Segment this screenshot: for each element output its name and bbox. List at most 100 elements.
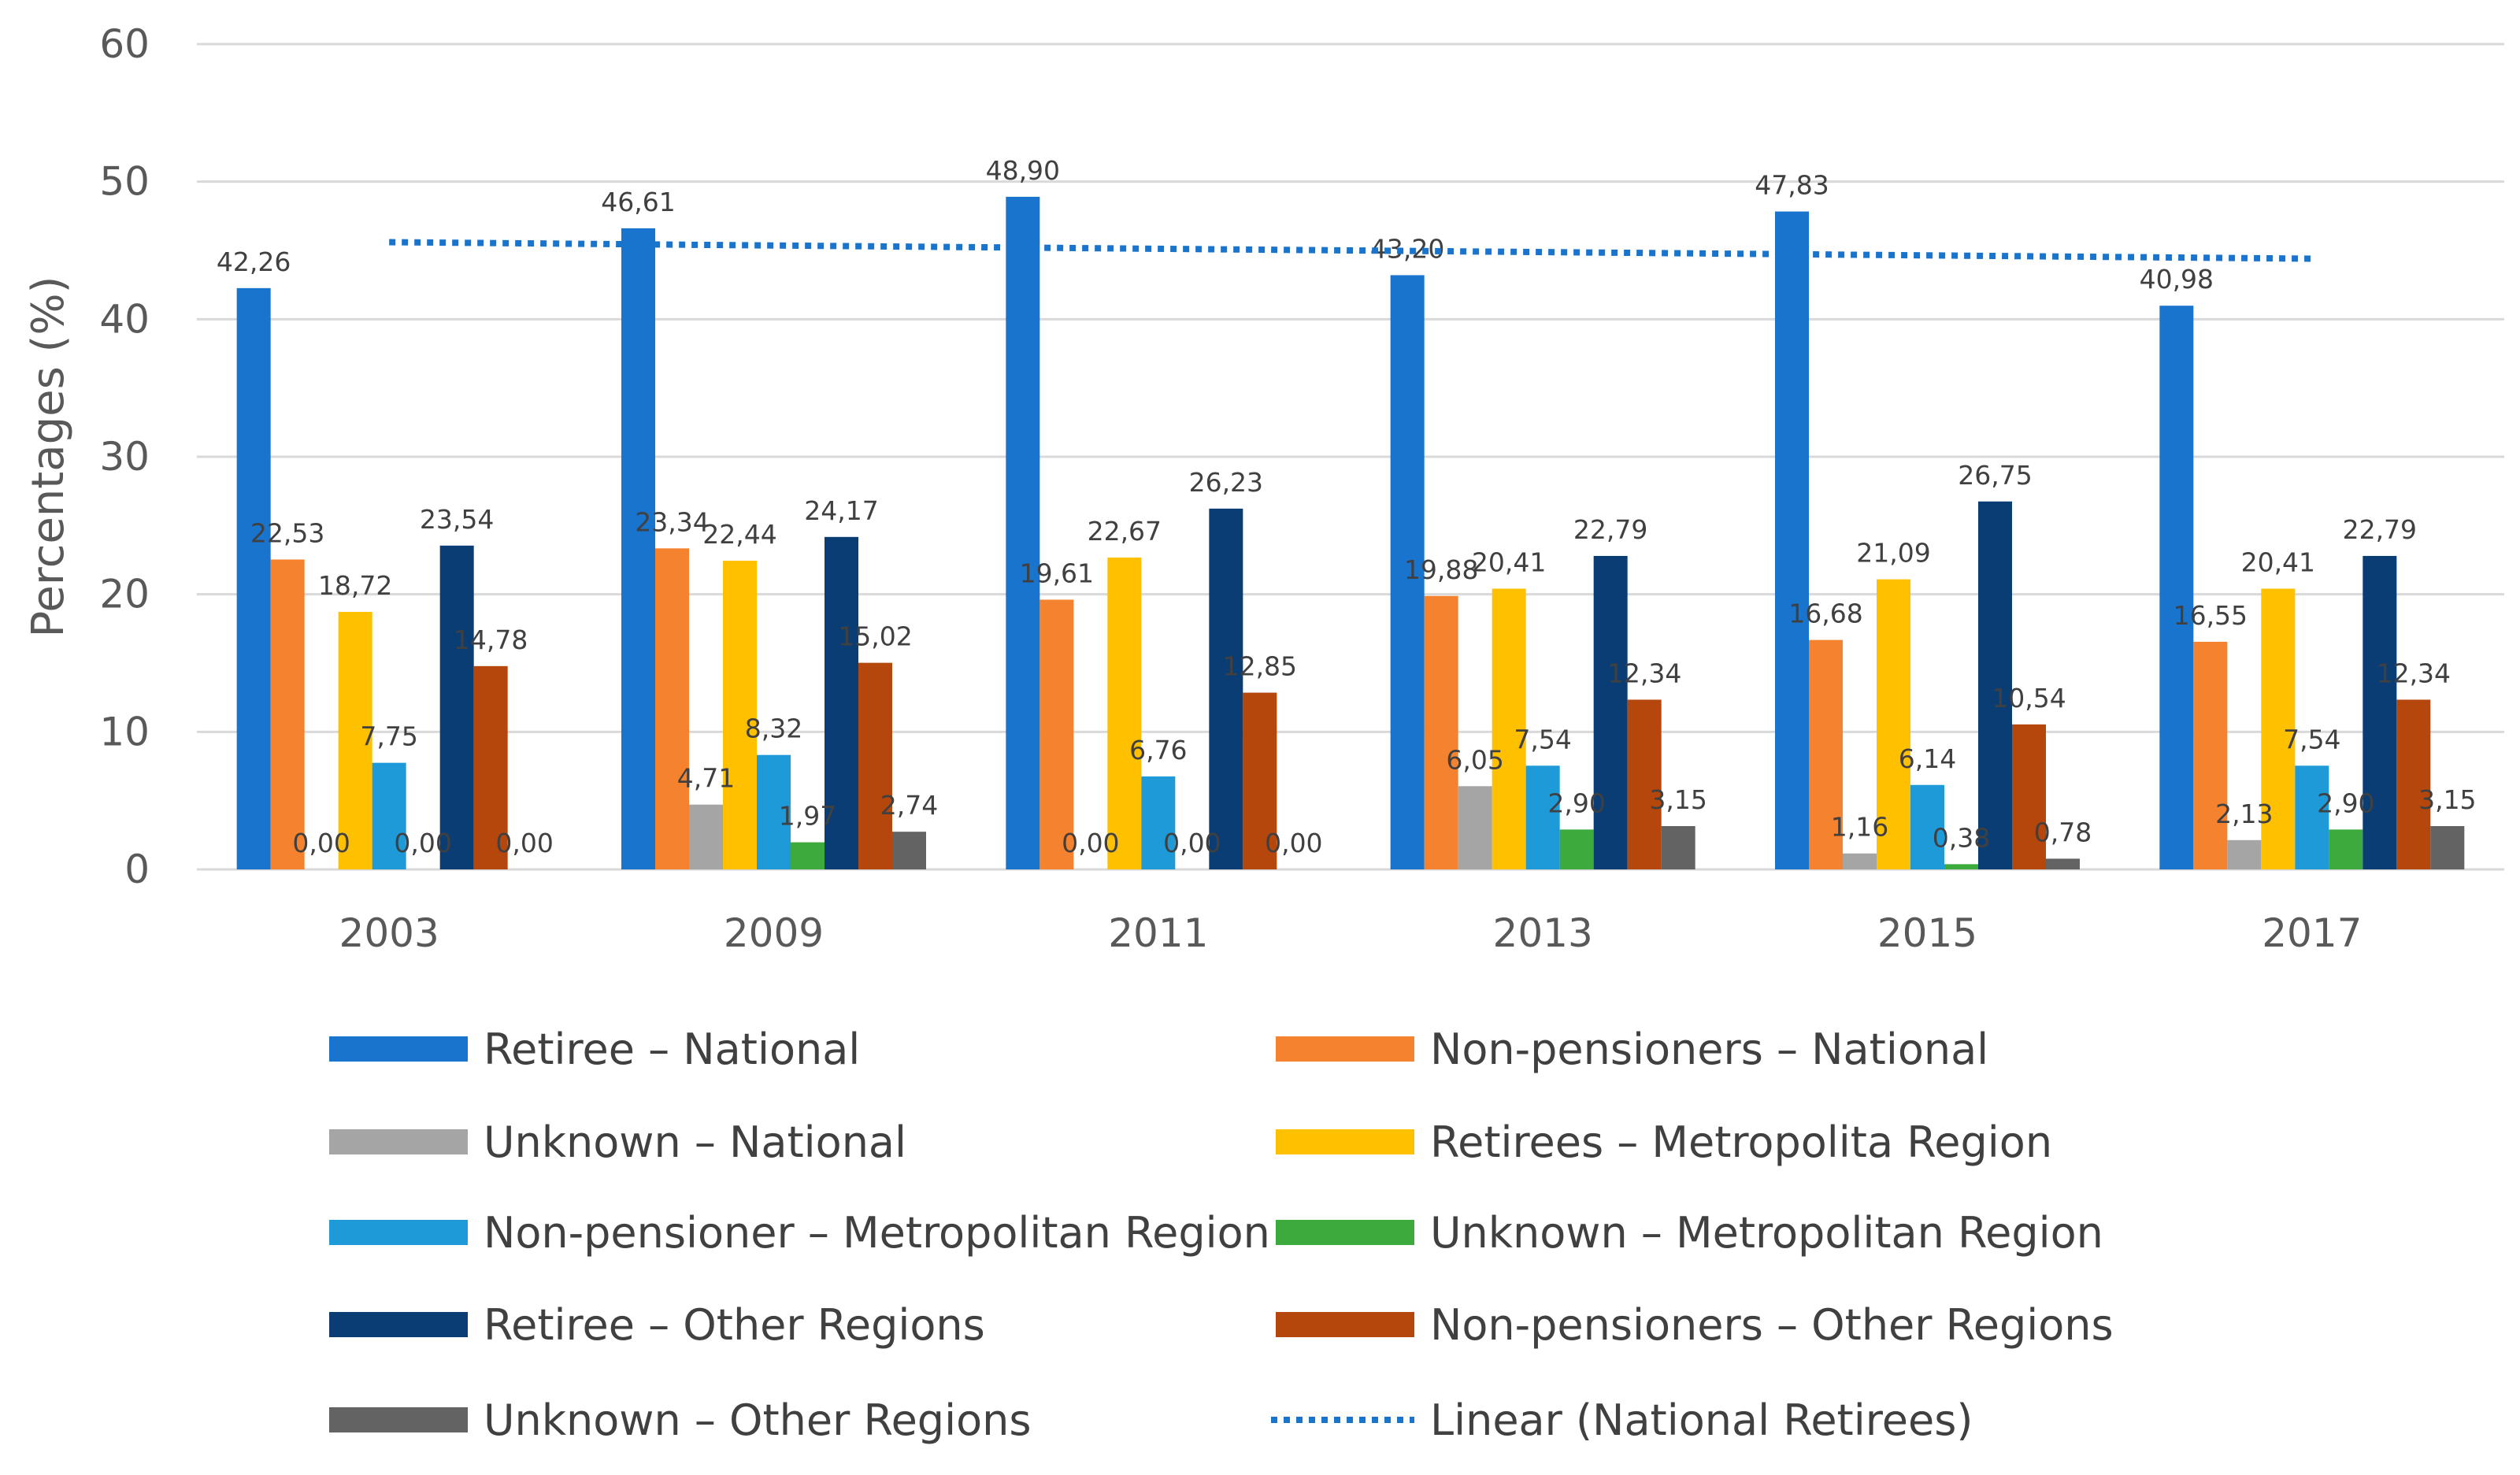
legend-label: Non-pensioners – Other Regions [1430,1300,2114,1350]
data-label: 2,74 [880,790,938,821]
bar [1243,692,1277,869]
data-label: 16,55 [2174,600,2248,631]
data-label: 40,98 [2140,264,2214,295]
data-label: 7,75 [360,721,417,752]
data-label: 6,14 [1899,743,1956,774]
bar [1107,558,1142,869]
bar [1559,829,1594,869]
legend-label: Unknown – Other Regions [484,1395,1032,1445]
data-label: 0,00 [495,828,553,858]
bar [439,545,474,869]
data-label: 22,44 [702,519,776,550]
data-label: 23,34 [635,506,709,537]
data-label: 12,34 [1607,658,1681,688]
bar [1424,595,1458,869]
legend-item: Unknown – Metropolitan Region [1276,1208,2103,1258]
data-label: 18,72 [318,570,392,601]
bar [1978,501,2012,869]
bar [2012,724,2046,869]
bar [1390,275,1425,869]
x-tick-label: 2017 [2262,910,2362,956]
data-label: 0,38 [1933,822,1990,853]
bar [858,662,892,869]
data-label: 24,17 [804,495,878,526]
data-label: 2,90 [2317,788,2374,818]
bar [892,832,926,869]
bar [372,762,406,869]
legend-item: Retirees – Metropolita Region [1276,1117,2052,1167]
legend-label: Retiree – National [484,1025,860,1074]
legend-label: Non-pensioner – Metropolitan Region [484,1208,1270,1258]
bar [1809,639,1843,869]
data-label: 0,00 [292,828,350,858]
bar [1877,579,1910,869]
bar [1843,853,1877,869]
y-tick-label: 50 [99,159,150,205]
y-tick-label: 20 [99,572,150,617]
legend-swatch [329,1036,468,1062]
legend-swatch [329,1407,468,1432]
bar [2430,825,2465,869]
bar [1141,776,1176,869]
bar [2227,839,2262,869]
bar [1661,825,1695,869]
bar [1006,196,1040,869]
x-axis-ticks: 2003 2009 2011 2013 2015 2017 [339,910,2362,956]
y-tick-label: 10 [99,709,150,754]
bar [2362,555,2397,869]
legend-item: Unknown – Other Regions [329,1395,1032,1445]
bar [1040,599,1074,869]
bar [1209,508,1243,869]
legend-item: Non-pensioner – Metropolitan Region [329,1208,1270,1258]
data-label: 0,78 [2034,817,2092,847]
bar [723,561,757,869]
bar [2193,641,2228,869]
data-label: 19,61 [1020,558,1094,588]
bar [621,228,655,869]
data-label: 2,90 [1547,788,1605,818]
data-label: 8,32 [745,713,802,744]
data-label: 1,97 [779,801,836,832]
y-axis-ticks: 0 10 20 30 40 50 60 [99,21,150,892]
bar [1593,555,1628,869]
legend-swatch [1276,1220,1414,1245]
bar [338,612,372,869]
bar [1458,786,1492,869]
bar [1944,864,1978,869]
legend-swatch [1276,1312,1414,1337]
bar [689,804,723,869]
bar [2396,699,2431,869]
bar [1525,765,1560,869]
data-label: 22,53 [250,517,324,548]
data-label: 43,20 [1370,233,1444,264]
data-label: 22,79 [1573,514,1647,545]
data-label: 47,83 [1755,170,1829,201]
legend-label: Unknown – National [484,1117,906,1167]
bar [655,548,689,869]
trendline [389,239,2312,262]
bar [2046,858,2080,869]
data-label: 6,05 [1446,744,1503,775]
gridlines [197,43,2504,871]
legend-swatch [1276,1036,1414,1062]
legend-label: Retiree – Other Regions [484,1300,985,1350]
x-tick-label: 2009 [724,910,824,956]
data-label: 0,00 [1062,828,1119,858]
bar [1492,588,1526,869]
bar [2295,765,2329,869]
data-label: 15,02 [838,621,912,652]
bar [757,754,791,869]
legend-item: Non-pensioners – National [1276,1025,1988,1074]
data-label: 14,78 [454,624,528,655]
data-label: 0,00 [1163,828,1221,858]
data-label: 22,79 [2343,514,2417,545]
legend-swatch [329,1129,468,1154]
data-label: 1,16 [1831,812,1888,843]
legend-item: Non-pensioners – Other Regions [1276,1300,2114,1350]
data-label: 22,67 [1088,516,1162,547]
x-tick-label: 2003 [339,910,439,956]
y-axis-label: Percentages (%) [23,276,74,638]
data-label: 2,13 [2215,799,2273,829]
x-tick-label: 2011 [1108,910,1208,956]
